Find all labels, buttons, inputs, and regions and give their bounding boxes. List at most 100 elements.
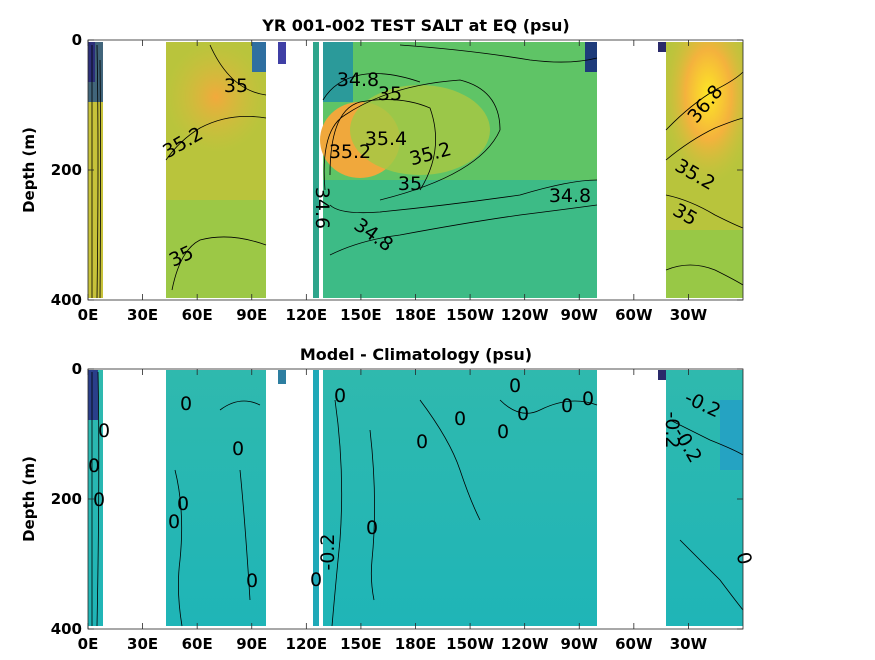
contour-label: 0 — [177, 493, 189, 515]
diff-field-passage-b — [313, 370, 319, 626]
difference-contours — [91, 371, 744, 627]
contour-label: 0 — [497, 421, 509, 443]
salt-field-passage-a — [278, 42, 286, 64]
contour-line — [419, 399, 481, 521]
contour-line — [171, 236, 267, 291]
difference-contour-labels: 0 0 0 0 0 0 0 0 0 0 0 0 0 0 0 0 0 -0.2 0… — [88, 375, 756, 592]
salt-field-east-pacific-fresh — [585, 42, 597, 72]
x-tick-label: 120W — [501, 306, 549, 324]
difference-panel: Model - Climatology (psu) 0 0 — [20, 345, 756, 653]
contour-label: 34.8 — [549, 185, 591, 207]
contour-label: 0 — [732, 550, 756, 567]
contour-line — [323, 79, 501, 201]
salt-field-coastal-low — [88, 42, 95, 82]
x-tick-label: 90W — [561, 635, 599, 653]
x-tick-label: 180E — [395, 635, 437, 653]
contour-label: 0 — [509, 375, 521, 397]
contour-line — [665, 264, 744, 286]
x-tick-label: 120E — [286, 306, 328, 324]
x-tick-label: 30W — [670, 306, 708, 324]
y-tick-label: 200 — [51, 161, 82, 179]
salt-field-atlantic-deep — [666, 230, 743, 298]
salt-field-indian-max — [166, 42, 266, 152]
x-tick-label: 150W — [446, 635, 494, 653]
x-tick-label: 60E — [182, 635, 213, 653]
contour-label: 0 — [334, 385, 346, 407]
salt-field-pacific-deep — [323, 180, 597, 298]
y-tick-label: 400 — [51, 620, 82, 638]
x-tick-label: 180E — [395, 306, 437, 324]
contour-label: 0 — [246, 570, 258, 592]
x-tick-label: 60W — [615, 635, 653, 653]
contour-label: 35.2 — [329, 141, 371, 163]
contour-label: 0 — [168, 511, 180, 533]
contour-label: 0 — [366, 517, 378, 539]
y-tick-label: 200 — [51, 490, 82, 508]
contour-line — [329, 99, 436, 191]
diff-field-coastal-low — [88, 370, 98, 420]
salt-field-west-pacific-fresh — [323, 42, 353, 102]
contour-label: 35 — [224, 75, 248, 97]
panel2-ylabel: Depth (m) — [20, 456, 38, 542]
contour-line — [209, 44, 267, 96]
y-tick-label: 0 — [72, 360, 82, 378]
salt-field-passage-b — [313, 42, 319, 298]
contour-line — [329, 179, 598, 214]
contour-label: 0 — [93, 489, 105, 511]
x-tick-label: 150E — [340, 635, 382, 653]
x-tick-label: 90W — [561, 306, 599, 324]
panel1-ticks: 0E 30E 60E 90E 120E 150E 180E 150W 120W 90W 60W 30W… — [51, 31, 743, 324]
contour-label: 0 — [232, 438, 244, 460]
contour-label: 0 — [561, 395, 573, 417]
diff-field-atlantic-coast — [658, 370, 666, 380]
contour-label: 0 — [310, 569, 322, 591]
x-tick-label: 150W — [446, 306, 494, 324]
x-tick-label: 120E — [286, 635, 328, 653]
diff-field-atlantic-negative — [720, 400, 743, 470]
contour-label: 35 — [398, 173, 422, 195]
contour-line — [665, 71, 744, 131]
contour-line — [219, 400, 261, 411]
contour-line — [331, 399, 343, 627]
panel1-ylabel: Depth (m) — [20, 127, 38, 213]
panel1-title: YR 001-002 TEST SALT at EQ (psu) — [261, 16, 569, 35]
contour-label: 34.8 — [337, 69, 379, 91]
salinity-panel: YR 001-002 TEST SALT at EQ (psu) — [20, 16, 744, 324]
contour-line — [91, 44, 101, 299]
contour-line — [322, 73, 421, 101]
contour-line — [665, 194, 744, 229]
contour-line — [665, 117, 744, 161]
salt-field-indian-deep — [166, 200, 266, 298]
salt-field-indian-east-fresh — [252, 42, 266, 72]
y-tick-label: 400 — [51, 291, 82, 309]
contour-line — [174, 469, 183, 627]
x-tick-label: 0E — [78, 635, 99, 653]
x-tick-label: 150E — [340, 306, 382, 324]
contour-line — [679, 539, 744, 611]
x-tick-label: 30W — [670, 635, 708, 653]
contour-label: 0 — [416, 431, 428, 453]
contour-label: 0 — [582, 388, 594, 410]
contour-line — [499, 399, 598, 414]
contour-label: 34.6 — [311, 187, 333, 229]
panel2-title: Model - Climatology (psu) — [300, 345, 532, 364]
x-tick-label: 90E — [236, 306, 267, 324]
y-tick-label: 0 — [72, 31, 82, 49]
salinity-contours — [91, 44, 744, 299]
diff-field-passage-a — [278, 370, 286, 384]
x-tick-label: 90E — [236, 635, 267, 653]
contour-label: 35 — [378, 83, 402, 105]
contour-label: 0 — [98, 420, 110, 442]
salt-field-atlantic-coast — [658, 42, 666, 52]
contour-line — [165, 116, 267, 161]
x-tick-label: 120W — [501, 635, 549, 653]
contour-line — [669, 419, 744, 456]
contour-line — [239, 469, 251, 601]
diff-field-pacific — [323, 370, 597, 626]
x-tick-label: 60E — [182, 306, 213, 324]
contour-line — [399, 44, 598, 63]
contour-label: 0 — [517, 403, 529, 425]
x-tick-label: 30E — [127, 635, 158, 653]
